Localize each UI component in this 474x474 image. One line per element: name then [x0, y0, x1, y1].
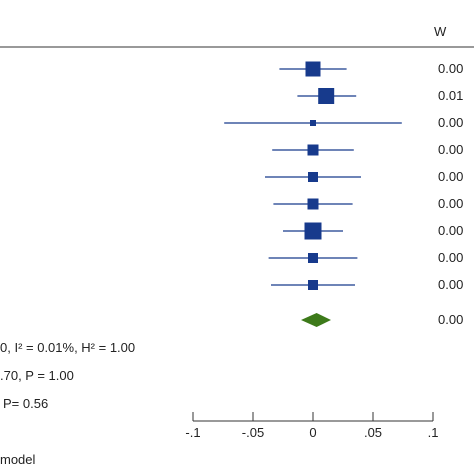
homogeneity-test: .70, P = 1.00: [0, 368, 74, 383]
x-axis: -.1 -.05 0 .05 .1: [185, 412, 438, 440]
study-weight-box: [307, 198, 319, 210]
study-weight-value: 0.00: [438, 169, 464, 184]
study-weight-box: [318, 88, 335, 104]
study-weight-box: [305, 61, 321, 77]
study-weight-value: 0.00: [438, 61, 464, 76]
overall-weight-value: 0.00: [438, 312, 464, 327]
overall-effect-test: P= 0.56: [3, 396, 49, 411]
x-tick-label: 0: [309, 425, 316, 440]
x-tick-label: .05: [364, 425, 382, 440]
x-tick-label: -.1: [185, 425, 200, 440]
study-weight-box: [308, 280, 318, 290]
study-weight-box: [310, 120, 316, 126]
overall-layer: [301, 313, 331, 327]
study-weight-value: 0.00: [438, 142, 464, 157]
study-weight-box: [308, 172, 318, 182]
heterogeneity-stats: 0, I² = 0.01%, H² = 1.00: [0, 340, 136, 355]
study-weight-value: 0.00: [438, 250, 464, 265]
model-note: model: [0, 452, 36, 467]
weight-column-header: W: [434, 24, 447, 39]
study-weight-value: 0.00: [438, 223, 464, 238]
study-weight-box: [304, 222, 322, 240]
overall-diamond: [301, 313, 331, 327]
study-weight-value: 0.00: [438, 277, 464, 292]
study-weight-value: 0.00: [438, 196, 464, 211]
x-tick-label: -.05: [242, 425, 264, 440]
x-tick-label: .1: [428, 425, 439, 440]
study-weight-value: 0.01: [438, 88, 464, 103]
study-weight-value: 0.00: [438, 115, 464, 130]
study-weight-box: [307, 144, 319, 156]
studies-layer: [224, 61, 402, 290]
study-weight-box: [308, 253, 318, 263]
